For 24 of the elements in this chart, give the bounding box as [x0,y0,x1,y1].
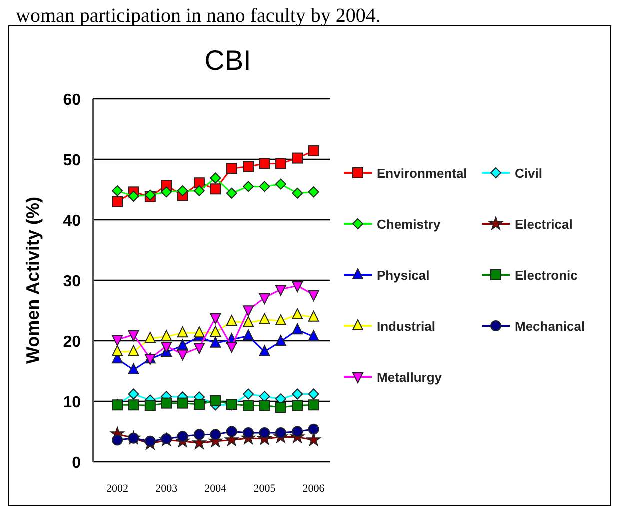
x-tick-label: 2002 [106,483,129,495]
legend-label: Industrial [377,319,436,334]
text: woman participation in nano faculty by 2004. [16,5,381,27]
x-tick-label: 2005 [254,483,276,495]
y-tick-label: 30 [63,274,82,290]
legend-label: Chemistry [377,217,442,232]
x-tick-label: 2006 [302,483,326,495]
y-tick-label: 20 [63,334,82,351]
x-tick-label: 2003 [156,483,178,495]
x-tick-label: 2004 [204,483,228,495]
legend-label: Electronic [515,268,578,283]
y-tick-label: 10 [63,394,82,412]
y-tick-label: 60 [63,92,82,109]
legend-label: Metallurgy [377,370,443,385]
y-tick-label: 0 [72,455,82,472]
legend-label: Civil [515,166,542,181]
legend-label: Mechanical [515,319,586,334]
legend-label: Electrical [515,217,573,232]
chart-title: CBI [204,45,252,76]
legend-label: Environmental [377,166,468,181]
y-tick-label: 50 [63,152,82,170]
legend-label: Physical [377,268,430,283]
y-axis-title: Women Activity (%) [23,196,43,364]
y-tick-label: 40 [63,213,82,230]
